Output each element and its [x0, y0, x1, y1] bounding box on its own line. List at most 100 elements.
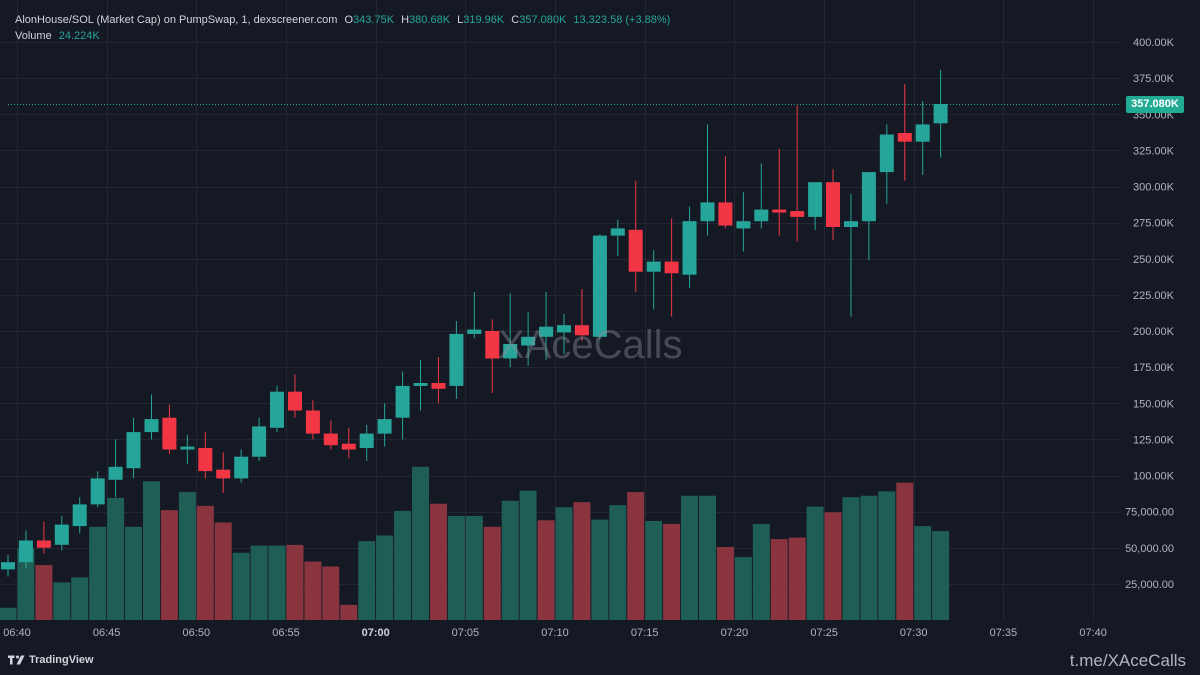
- candle: [467, 292, 482, 339]
- candle-body: [216, 469, 231, 479]
- candle-body: [754, 209, 769, 222]
- volume-bar: [770, 539, 788, 620]
- volume-bar: [914, 526, 932, 620]
- volume-bar: [250, 545, 268, 620]
- volume-bar: [878, 491, 896, 620]
- volume-bar: [196, 505, 214, 620]
- candle: [449, 320, 464, 399]
- candle-body: [377, 419, 392, 434]
- volume-label[interactable]: Volume: [15, 30, 52, 42]
- x-tick-label: 06:45: [93, 627, 121, 639]
- candle-body: [252, 426, 267, 457]
- tradingview-logo[interactable]: TradingView: [8, 652, 94, 668]
- x-axis[interactable]: 06:40 06:45 06:50 06:55 07:00 07:05 07:10 07:15…: [3, 627, 1107, 639]
- candle: [485, 319, 500, 394]
- volume-bar: [376, 535, 394, 620]
- candle-body: [700, 202, 715, 222]
- candle-body: [861, 172, 876, 222]
- candle: [108, 439, 123, 498]
- candle: [413, 359, 428, 411]
- x-tick-label: 07:20: [721, 627, 749, 639]
- x-tick-label: 07:30: [900, 627, 928, 639]
- candle: [252, 417, 267, 461]
- candle-body: [521, 336, 536, 346]
- volume-bar: [519, 490, 537, 620]
- volume-bar: [214, 522, 232, 620]
- volume-row: Volume 24.224K: [15, 28, 670, 44]
- candle: [915, 101, 930, 175]
- candle: [610, 219, 625, 256]
- volume-bar: [752, 523, 770, 620]
- volume-bar: [143, 481, 160, 620]
- candle: [592, 234, 607, 340]
- candle: [234, 449, 249, 483]
- candle: [574, 289, 589, 342]
- volume-bar: [609, 505, 627, 620]
- y-tick-label: 200.00K: [1133, 326, 1175, 338]
- candle-body: [646, 261, 661, 272]
- volume-bar: [430, 503, 447, 620]
- volume-bar: [232, 552, 250, 620]
- candle-body: [592, 235, 607, 337]
- y-tick-label: 250.00K: [1133, 254, 1175, 266]
- x-tick-label: 07:15: [631, 627, 659, 639]
- volume-value: 24.224K: [58, 30, 100, 42]
- candle: [700, 124, 715, 236]
- close-label: C: [511, 14, 520, 26]
- y-tick-label: 50,000.00: [1125, 543, 1174, 555]
- volume-bar: [107, 497, 125, 620]
- volume-bar: [35, 565, 53, 620]
- symbol-label[interactable]: AlonHouse/SOL (Market Cap) on PumpSwap, …: [15, 14, 338, 26]
- candle-body: [790, 211, 805, 217]
- candle: [521, 312, 536, 366]
- candle: [557, 313, 571, 355]
- candle: [772, 148, 787, 236]
- volume-bar: [304, 561, 322, 620]
- candle: [305, 400, 320, 440]
- volume-bar: [591, 519, 609, 620]
- x-tick-label: 07:00: [362, 627, 390, 639]
- candle-body: [180, 446, 195, 450]
- candle-body: [54, 524, 69, 545]
- volume-bar: [734, 557, 752, 620]
- volume-bar: [842, 497, 860, 620]
- volume-bar: [663, 523, 681, 620]
- volume-bar: [340, 604, 358, 620]
- volume-bar: [0, 607, 17, 620]
- volume-bar: [501, 500, 519, 620]
- y-tick-label: 75,000.00: [1125, 507, 1174, 519]
- candle-body: [1, 562, 15, 570]
- x-tick-label: 07:25: [810, 627, 838, 639]
- candle-body: [288, 391, 302, 411]
- y-tick-label: 325.00K: [1133, 145, 1175, 157]
- y-tick-label: 225.00K: [1133, 290, 1175, 302]
- candle: [323, 420, 338, 450]
- candle: [879, 124, 894, 204]
- candle-body: [539, 326, 554, 337]
- x-tick-label: 06:50: [183, 627, 211, 639]
- x-tick-label: 07:40: [1079, 627, 1107, 639]
- volume-bar: [788, 537, 806, 620]
- candle: [126, 417, 141, 479]
- candle: [539, 292, 554, 360]
- y-tick-label: 100.00K: [1133, 471, 1175, 483]
- candles: [1, 69, 948, 577]
- candle-body: [610, 228, 625, 236]
- candle: [198, 432, 213, 479]
- low-label: L: [457, 14, 464, 26]
- y-tick-label: 300.00K: [1133, 182, 1175, 194]
- candle: [754, 163, 769, 229]
- candle-body: [467, 329, 482, 334]
- candle-body: [395, 385, 410, 418]
- volume-bar: [555, 507, 573, 620]
- candle-body: [557, 325, 571, 333]
- volume-bar: [896, 482, 914, 620]
- volume-bar: [645, 521, 663, 620]
- y-axis[interactable]: 400.00K375.00K350.00K325.00K300.00K275.0…: [1125, 37, 1175, 591]
- candle-body: [574, 325, 589, 336]
- channel-link[interactable]: t.me/XAceCalls: [1069, 651, 1186, 670]
- high-value: 380.68K: [409, 14, 451, 26]
- y-tick-label: 125.00K: [1133, 434, 1175, 446]
- volume-bar: [89, 526, 107, 620]
